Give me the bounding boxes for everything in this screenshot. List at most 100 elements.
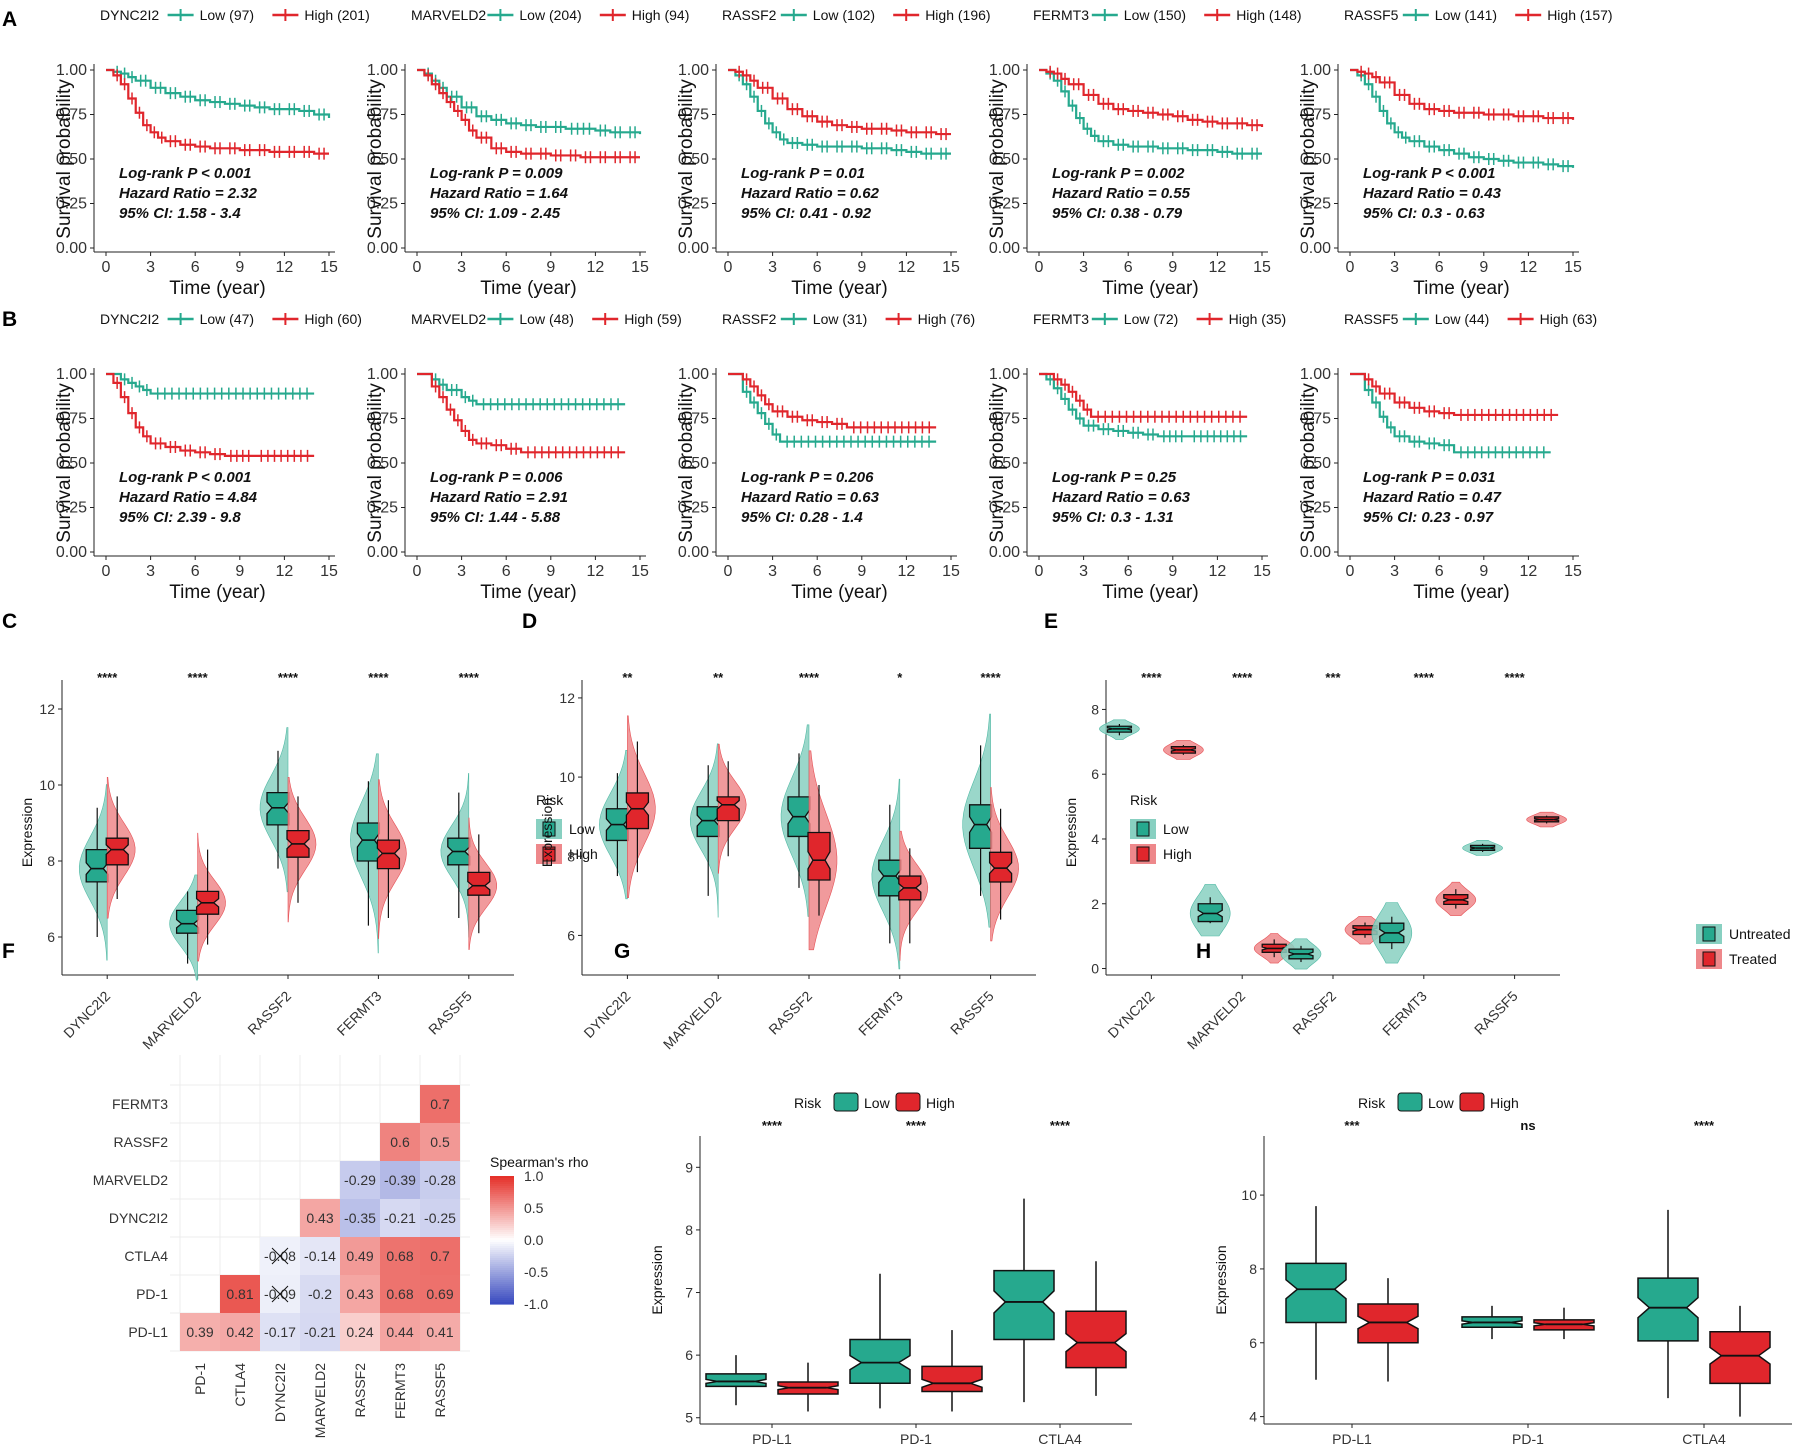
km-legend-low: Low (47) — [200, 311, 254, 327]
km-legend-low: Low (97) — [200, 7, 254, 23]
violin-panel-D: 6 8 10 12 Expression DYNC2I2 ** MARVELD2 ** RASSF… — [539, 670, 1192, 1052]
km-x-tick-label: 0 — [413, 563, 422, 580]
heatmap-cell — [380, 1199, 420, 1237]
heatmap-cell — [380, 1237, 420, 1275]
km-x-tick-label: 3 — [1079, 259, 1088, 276]
km-y-tick-label: 0.75 — [678, 411, 709, 428]
km-curve-low — [1350, 372, 1551, 454]
km-y-tick-label: 0.50 — [1300, 151, 1331, 168]
colorbar-step — [490, 1240, 514, 1243]
km-B-DYNC2I2: DYNC2I2 Low (47) High (60) 0.00 0.25 0.50 0.75… — [54, 311, 362, 603]
km-x-tick-label: 6 — [1124, 259, 1133, 276]
heatmap-cell-value: 0.69 — [426, 1286, 453, 1302]
km-x-tick-label: 9 — [235, 563, 244, 580]
km-y-axis-label: Survival probability — [365, 79, 386, 239]
heatmap-cell-value: 0.49 — [346, 1248, 373, 1264]
km-y-tick-label: 1.00 — [678, 366, 709, 383]
km-curve-low — [106, 68, 331, 119]
heatmap-cell-value: -0.25 — [424, 1210, 456, 1226]
legend-label: Low — [1428, 1095, 1455, 1111]
heatmap-cell-value: 0.42 — [226, 1324, 253, 1340]
legend-box — [542, 821, 556, 837]
y-tick-label: 9 — [685, 1159, 693, 1175]
x-tick-label: CTLA4 — [1038, 1431, 1082, 1447]
legend-box — [542, 846, 556, 862]
km-x-tick-label: 3 — [768, 563, 777, 580]
heatmap-cell-value: -0.21 — [304, 1324, 336, 1340]
x-tick-label: DYNC2I2 — [1104, 988, 1157, 1041]
km-legend-low: Low (44) — [1435, 311, 1489, 327]
colorbar-step — [490, 1182, 514, 1185]
box-low — [1285, 1262, 1347, 1324]
km-stat-line: 95% CI: 0.38 - 0.79 — [1052, 205, 1183, 222]
heatmap-cell — [180, 1313, 220, 1351]
km-curve-low — [728, 372, 937, 443]
km-x-tick-label: 0 — [1035, 563, 1044, 580]
box-low — [1637, 1277, 1699, 1342]
colorbar-step — [490, 1276, 514, 1279]
y-axis-label: Expression — [1213, 1245, 1229, 1314]
legend-swatch — [1397, 1092, 1423, 1112]
km-x-tick-label: 9 — [1168, 259, 1177, 276]
heatmap-cell-value: 0.5 — [430, 1134, 450, 1150]
legend-label: High — [569, 846, 598, 862]
km-y-tick-label: 0.75 — [989, 411, 1020, 428]
km-stat-line: 95% CI: 0.41 - 0.92 — [741, 205, 872, 222]
panel-label-B: B — [2, 308, 17, 331]
y-tick-label: 4 — [1091, 831, 1099, 847]
km-A-FERMT3: FERMT3 Low (150) High (148) 0.00 0.25 0.50 0.7… — [987, 7, 1302, 299]
km-x-tick-label: 0 — [724, 563, 733, 580]
box-high — [1709, 1330, 1771, 1385]
colorbar-step — [490, 1210, 514, 1213]
x-tick-label: RASSF5 — [425, 988, 475, 1038]
km-y-tick-label: 1.00 — [989, 366, 1020, 383]
km-y-tick-label: 0.50 — [678, 455, 709, 472]
km-legend-high: High (196) — [925, 7, 990, 23]
km-x-tick-label: 6 — [1124, 563, 1133, 580]
heatmap-col-label: PD-1 — [192, 1363, 208, 1395]
km-stat-line: 95% CI: 0.28 - 1.4 — [741, 509, 863, 526]
colorbar-tick: -1.0 — [524, 1296, 548, 1312]
km-x-tick-label: 6 — [1435, 563, 1444, 580]
heatmap-cell-value: -0.21 — [384, 1210, 416, 1226]
km-y-axis-label: Survival probability — [676, 79, 697, 239]
km-y-tick-label: 0.25 — [989, 500, 1020, 517]
km-x-tick-label: 9 — [235, 259, 244, 276]
box-panel-G: 5 6 7 8 9 Expression PD-L1 **** PD-1 **** CTLA4 ***… — [649, 1092, 1132, 1447]
legend-box — [1136, 821, 1150, 837]
km-y-tick-label: 0.00 — [678, 240, 709, 257]
colorbar-step — [490, 1298, 514, 1301]
km-x-axis-label: Time (year) — [480, 278, 576, 299]
heatmap-row-label: MARVELD2 — [93, 1172, 168, 1188]
box-high — [921, 1365, 983, 1393]
km-stat-line: 95% CI: 1.58 - 3.4 — [119, 205, 241, 222]
colorbar-step — [490, 1198, 514, 1201]
heatmap-cell-value: -0.2 — [308, 1286, 332, 1302]
km-legend-title: FERMT3 — [1033, 311, 1089, 327]
significance-label: *** — [1344, 1118, 1360, 1133]
km-legend-title: DYNC2I2 — [100, 311, 159, 327]
km-stat-line: Hazard Ratio = 2.32 — [119, 185, 258, 202]
km-y-tick-label: 0.00 — [989, 544, 1020, 561]
km-y-tick-label: 0.25 — [678, 196, 709, 213]
heatmap-cell-value: 0.81 — [226, 1286, 253, 1302]
heatmap-panel-F: 0.390.42-0.17-0.210.240.440.410.81-0.09-… — [93, 1055, 589, 1438]
km-legend-high: High (76) — [918, 311, 976, 327]
heatmap-col-label: FERMT3 — [392, 1363, 408, 1419]
y-tick-label: 0 — [1091, 961, 1099, 977]
km-y-tick-label: 0.00 — [367, 544, 398, 561]
colorbar-step — [490, 1216, 514, 1219]
heatmap-row-label: PD-L1 — [128, 1324, 168, 1340]
y-axis-label: Expression — [539, 798, 555, 867]
y-tick-label: 6 — [1249, 1335, 1257, 1351]
km-y-axis-label: Survival probability — [365, 383, 386, 543]
km-x-tick-label: 3 — [768, 259, 777, 276]
colorbar-step — [490, 1236, 514, 1239]
colorbar-step — [490, 1230, 514, 1233]
km-y-tick-label: 0.50 — [989, 151, 1020, 168]
km-x-tick-label: 6 — [502, 563, 511, 580]
heatmap-cell — [300, 1313, 340, 1351]
heatmap-cell — [420, 1123, 460, 1161]
colorbar-tick: -0.5 — [524, 1264, 548, 1280]
